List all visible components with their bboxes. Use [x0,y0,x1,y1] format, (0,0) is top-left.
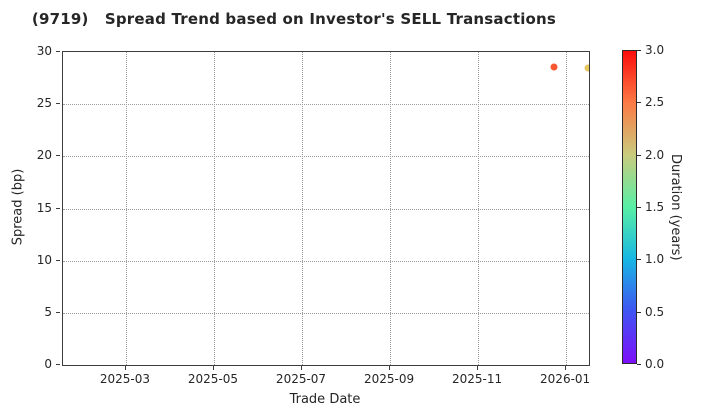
colorbar-tick-label: 0.5 [645,304,665,319]
colorbar-tick-mark [637,311,641,313]
y-gridline [63,312,589,314]
x-tick-label: 2025-05 [187,372,239,386]
y-tick-mark [56,364,60,365]
colorbar [622,50,637,364]
x-tick-mark [301,366,302,370]
x-tick-label: 2025-11 [451,372,503,386]
x-tick-label: 2025-09 [363,372,415,386]
x-tick-mark [389,366,391,370]
data-point [584,64,589,72]
x-tick-label: 2026-01 [540,372,591,386]
y-tick-label: 30 [36,44,52,58]
colorbar-tick-label: 1.5 [645,200,665,214]
y-tick-label: 10 [36,252,52,267]
colorbar-tick-mark [637,50,641,51]
x-tick-mark [565,366,567,370]
y-tick-mark [56,259,60,261]
x-axis-label: Trade Date [289,392,361,407]
y-tick-label: 15 [36,200,52,215]
y-gridline [63,104,589,106]
colorbar-tick-label: 2.5 [645,95,665,110]
colorbar-tick-mark [637,259,641,261]
colorbar-tick-mark [637,364,641,365]
colorbar-label: Duration (years) [668,154,683,261]
x-tick-mark [477,366,479,370]
y-tick-mark [56,207,60,209]
y-tick-mark [56,51,60,52]
y-gridline [63,156,589,158]
x-tick-label: 2025-07 [275,372,327,386]
chart-title: (9719) Spread Trend based on Investor's … [31,10,557,28]
y-tick-label: 5 [44,304,52,319]
colorbar-tick-label: 2.0 [645,147,665,162]
x-tick-label: 2025-03 [99,372,151,386]
colorbar-tick-label: 1.0 [645,252,665,267]
y-tick-label: 0 [44,357,52,371]
y-gridline [63,260,589,262]
colorbar-tick-label: 3.0 [645,43,665,57]
y-tick-label: 25 [36,96,52,111]
y-axis-label: Spread (bp) [10,168,26,246]
x-tick-mark [212,366,214,370]
data-point [550,63,558,71]
colorbar-tick-label: 0.0 [645,357,665,371]
x-tick-mark [124,366,126,370]
plot-area [62,51,590,366]
colorbar-tick-mark [637,207,641,208]
colorbar-tick-mark [637,154,641,156]
y-tick-label: 20 [36,148,52,163]
y-tick-mark [56,311,60,313]
y-tick-mark [56,155,60,157]
y-gridline [63,208,589,210]
y-tick-mark [56,103,60,105]
colorbar-tick-mark [637,102,641,104]
